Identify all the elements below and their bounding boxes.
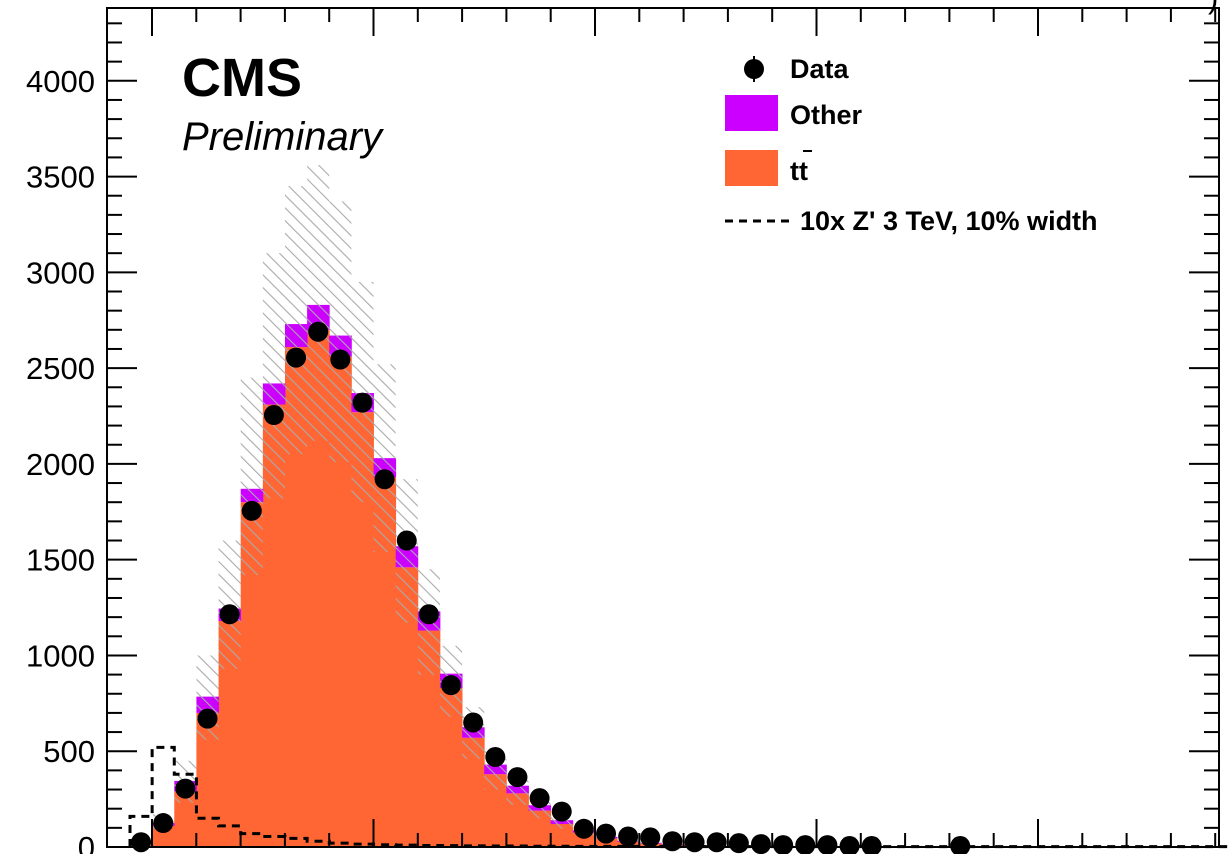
y-tick-label: 0 — [78, 830, 95, 854]
uncertainty-band — [240, 377, 263, 575]
ttbar-bar — [395, 567, 419, 847]
data-point — [662, 831, 683, 852]
ttbar-bar — [218, 620, 242, 847]
data-point — [441, 675, 462, 696]
uncertainty-band — [351, 281, 374, 503]
preliminary-label: Preliminary — [182, 115, 385, 159]
data-point — [817, 835, 838, 854]
ttbar-swatch-icon — [725, 150, 778, 186]
ttbar-bar — [484, 774, 507, 847]
data-point — [795, 835, 816, 854]
ttbar-bar — [329, 356, 352, 847]
data-point — [241, 500, 262, 521]
ttbar-bar — [373, 477, 397, 847]
legend-entry-data: Data — [744, 54, 850, 84]
data-point — [839, 836, 860, 854]
ttbar-bar — [462, 737, 485, 847]
ttbar-bar — [439, 688, 463, 847]
signal-line — [128, 745, 1232, 849]
y-tick-label: 4000 — [26, 64, 95, 99]
y-tick-label: 1500 — [26, 543, 95, 578]
legend-label-signal: 10x Z' 3 TeV, 10% width — [800, 206, 1098, 236]
data-point — [573, 818, 594, 839]
uncertainty-band — [262, 253, 285, 499]
data-point — [750, 834, 771, 854]
data-point — [551, 801, 572, 822]
cms-label: CMS — [182, 48, 302, 108]
ttbar-bar — [550, 824, 574, 847]
data-point — [640, 827, 661, 848]
legend-label-data: Data — [790, 54, 850, 84]
data-point — [507, 767, 528, 788]
ttbar-bar — [307, 329, 330, 847]
data-point — [529, 788, 550, 809]
plot-frame — [106, 7, 1220, 848]
data-point — [308, 321, 329, 342]
data-point — [153, 813, 174, 834]
data-point — [485, 746, 506, 767]
y-tick-label: 1000 — [26, 638, 95, 673]
data-point — [706, 832, 727, 853]
y-tick-label: 2000 — [26, 447, 95, 482]
ttbar-bar — [528, 810, 552, 847]
uncertainty-band — [307, 165, 330, 441]
legend-label-ttbar: tt — [790, 156, 808, 186]
data-point — [418, 604, 439, 625]
y-tick-label: 3000 — [26, 255, 95, 290]
other-swatch-icon — [725, 95, 778, 131]
legend-entry-ttbar: tt — [725, 150, 812, 186]
data-point — [286, 347, 307, 368]
data-point — [197, 708, 218, 729]
ttbar-bar — [351, 412, 374, 847]
uncertainty-band — [284, 186, 308, 455]
y-tick-label: 500 — [43, 734, 95, 769]
legend-entry-other: Other — [725, 95, 863, 131]
data-point — [773, 835, 794, 854]
data-point — [596, 823, 617, 844]
data-point — [352, 392, 373, 413]
data-point — [463, 712, 484, 733]
data-point — [330, 349, 351, 370]
data-point — [263, 405, 284, 426]
data-point — [861, 836, 882, 854]
data-point — [684, 832, 705, 853]
ttbar-bar — [284, 347, 308, 847]
ttbar-bar — [262, 404, 286, 847]
ttbar-bar — [196, 712, 219, 847]
uncertainty-band — [395, 479, 418, 623]
y-tick-label: 3500 — [26, 160, 95, 195]
data-point — [131, 832, 152, 853]
data-point — [728, 833, 749, 854]
ttbar-bar — [174, 791, 197, 847]
legend: Data Other tt 10x Z' 3 TeV, 10% width — [725, 54, 1098, 236]
ttbar-bar — [417, 630, 441, 847]
uncertainty-band — [373, 364, 396, 553]
legend-entry-signal: 10x Z' 3 TeV, 10% width — [725, 206, 1098, 236]
data-point — [374, 469, 395, 490]
data-point — [396, 530, 417, 551]
data-point — [618, 826, 639, 847]
y-tick-label: 2500 — [26, 351, 95, 386]
ttbar-bar — [240, 502, 264, 847]
data-point — [175, 778, 196, 799]
data-point — [219, 604, 240, 625]
data-point — [950, 836, 971, 854]
header-fragment: ) — [1208, 0, 1218, 15]
legend-label-other: Other — [790, 100, 863, 130]
ttbar-bar — [506, 793, 529, 847]
uncertainty-band — [329, 201, 352, 462]
